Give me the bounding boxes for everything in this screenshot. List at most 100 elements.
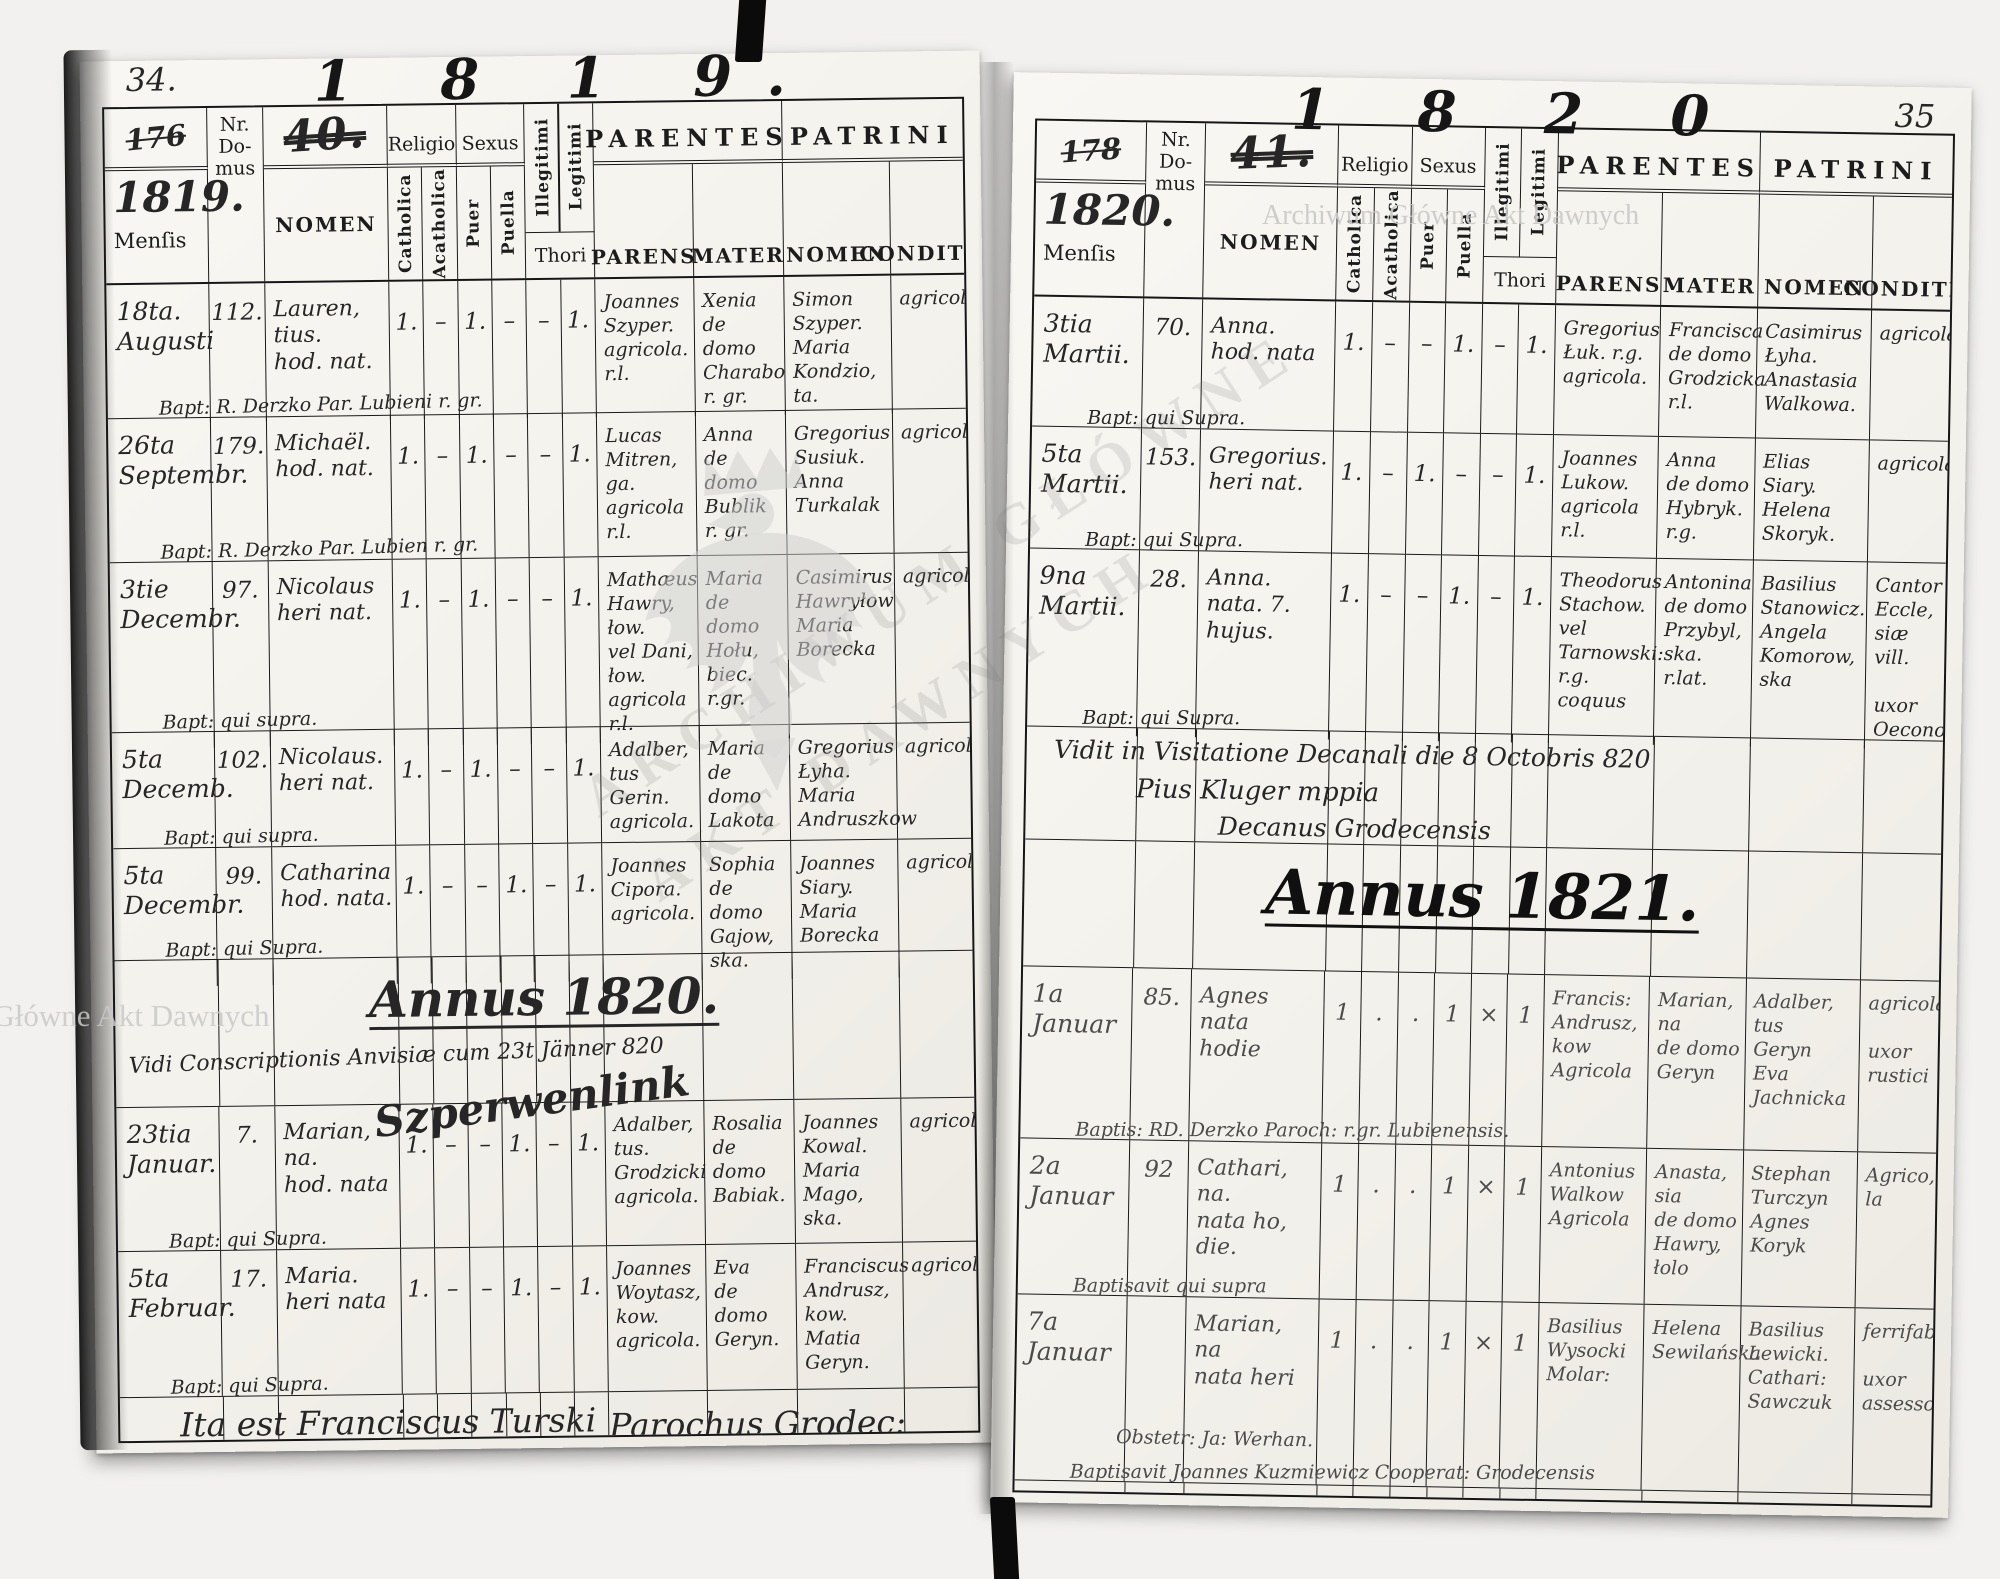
register-row: 9na Martii. 28. Anna. nata. 7. hujus. 1.… — [1026, 548, 1950, 748]
baptism-note: Bapt: qui Supra. — [1082, 707, 1241, 730]
nomen-label: NOMEN — [263, 167, 390, 282]
year-cell: 1819. Menſis — [104, 169, 245, 284]
crossed-number: 178 — [1059, 130, 1123, 170]
register-row: 23tia Januar. 7. Marian, na. hod. nata 1… — [116, 1056, 979, 1253]
name-cell: Marian, na nata heri — [1184, 1297, 1320, 1485]
catholica-label: Catholica — [394, 173, 416, 274]
tick-catholica: 1 — [1316, 1299, 1357, 1485]
acatholica-label: Acatholica — [428, 167, 451, 279]
visitation-line-1: Vidit in Visitatione Decanali die 8 Octo… — [1053, 734, 1651, 774]
tick-catholica: 1 — [1322, 971, 1362, 1144]
date-cell: 7a Januar — [1014, 1294, 1128, 1482]
year-script-right: 1 8 2 0 — [1290, 76, 1744, 151]
baptism-note: Baptisavit Joannes Kuzmiewicz Cooperat: … — [1069, 1460, 1595, 1485]
nomen-crossed-number: 40. — [281, 106, 368, 163]
patrini-cell: Simon Szyper. Maria Kondzio, ta. — [783, 275, 893, 415]
archive-watermark-bottom-left: Archiwum Główne Akt Dawnych — [0, 998, 270, 1033]
register-row: 7a Januar Marian, na nata heri 1 . . 1 ×… — [1014, 1294, 1951, 1496]
bookmark-ribbon-top — [734, 0, 767, 62]
attestation-signature: Ita est Franciscus Turski — [180, 1400, 597, 1442]
right-page: 35 1 8 2 0 178 1820. Menſis Nr. Do- mus … — [990, 72, 1972, 1518]
nr-domus-label: Nr. Do- mus — [1144, 122, 1207, 298]
bookmark-ribbon-bottom — [989, 1497, 1020, 1579]
conditio-cell: Cantor Eccle, siæ vill. uxor Oeconomi. — [1872, 574, 1951, 742]
page-gutter-shadow — [978, 62, 1014, 1514]
tick-puer: . — [1390, 1300, 1430, 1487]
mater-label: MATER — [691, 162, 785, 277]
patrini-cell: Stephan Turczyn Agnes Koryk — [1741, 1150, 1859, 1308]
page-footer-block: Ita est Franciscus Turski Parochus Grode… — [119, 1387, 979, 1442]
eagle-watermark-icon — [645, 447, 878, 792]
puer-cell: Puer — [456, 166, 493, 279]
house-number-cell: 92 — [1127, 1140, 1190, 1297]
register-row: 18ta. Augusti 112. Lauren, tius. hod. na… — [106, 274, 979, 423]
conditio-cell: agricola. — [909, 1109, 979, 1133]
tick-acatholica: . — [1353, 1300, 1394, 1486]
mater-label: MATER — [1661, 192, 1760, 307]
patrini-cell: Franciscus Andrusz, kow. Matia Geryn. — [795, 1242, 909, 1389]
conditio-cell: ferrifaber uxor assessoris — [1861, 1320, 1951, 1416]
register-row: 1a Januar 85. Agnes nata hodie 1 . . 1 ×… — [1020, 966, 1947, 1154]
conditio-cell: agricola uxor rustici — [1867, 992, 1947, 1088]
tick-puella: 1 — [1426, 1301, 1467, 1487]
table-header-left: 176 1819. Menſis Nr. Do- mus 40. NOMEN R… — [104, 98, 981, 286]
name-cell: Agnes nata hodie — [1189, 969, 1326, 1143]
conditio-label: CONDITIO — [859, 240, 981, 267]
sexus-label: Sexus — [455, 104, 526, 167]
religio-label: Religio — [387, 104, 457, 168]
illegitimi-label: Illegitimi — [531, 117, 553, 217]
acatholica-cell: Acatholica — [422, 166, 458, 280]
visitation-note-block: Vidit in Visitatione Decanali die 8 Octo… — [1025, 726, 1943, 855]
tick-puer: . — [1395, 972, 1436, 1145]
tick-acatholica: . — [1359, 972, 1399, 1144]
annus-1821-heading-block: Annus 1821. — [1023, 839, 1942, 982]
register-row: 2a Januar 92 Cathari, na. nata ho, die. … — [1017, 1138, 1937, 1310]
annus-1821-heading: Annus 1821. — [1264, 855, 1700, 936]
conditio-cell: agricola. — [911, 1253, 979, 1277]
patrini-cell: Adalber, tus Geryn Eva Jachnicka — [1743, 978, 1861, 1152]
puer-label: Puer — [463, 198, 485, 248]
year-cell: 1820. Menſis — [1034, 182, 1176, 297]
baptism-note: Baptis: RD. Derzko Paroch: r.gr. Lubiene… — [1075, 1119, 1510, 1143]
page-number-left: 34. — [125, 60, 177, 99]
crossed-number-cell: 176 — [104, 107, 208, 172]
parens-label: PARENS — [591, 164, 697, 278]
page-number-right: 35 — [1894, 96, 1936, 136]
conditio-cell: Agrico, la — [1865, 1164, 1936, 1211]
conditio-cell: agricola — [1877, 452, 1951, 476]
register-row: 5ta Februar. 17. Maria. heri nata 1. – –… — [118, 1241, 979, 1399]
visitation-line-2: Pius Kluger mppia — [1135, 774, 1380, 809]
puella-cell: Puella — [490, 166, 527, 279]
patrini-cell: Basilius Lewicki. Cathari: Sawczuk — [1737, 1306, 1856, 1494]
baptism-note: Baptisavit qui supra — [1072, 1274, 1267, 1298]
patrini-cell: Elias Siary. Helena Skoryk. — [1753, 438, 1870, 562]
nomen-crossed-cell: 40. — [262, 105, 388, 170]
tick-illegitimi: × — [1463, 1301, 1503, 1488]
archive-watermark-top-right: Archiwum Główne Akt Dawnych — [1262, 200, 1640, 231]
baptism-note: Bapt: qui Supra. — [1085, 529, 1244, 552]
house-number-cell — [1124, 1296, 1188, 1483]
patrini-cell: Casimirus Łyha. Anastasia Walkowa. — [1755, 308, 1873, 440]
conditio-cell: agricola. — [899, 286, 979, 310]
table-body-right: 3tia Martii. 70. Anna. hod. nata 1. – – … — [1014, 296, 1951, 1506]
patrini-cell: Basilius Stanowicz. Angela Komorow, ska — [1750, 560, 1868, 748]
attestation-title: Parochus Grodec: — [609, 1402, 907, 1442]
patrini-label: PATRINI — [1759, 132, 1953, 198]
register-table-right: 178 1820. Menſis Nr. Do- mus 41. NOMEN R… — [1012, 118, 1956, 1508]
crossed-number-cell: 178 — [1036, 120, 1148, 185]
legitimi-label: Legitimi — [565, 122, 587, 211]
register-row: 5ta Decembr. 99. Catharina hod. nata. 1.… — [113, 838, 978, 987]
visitation-line-3: Decanus Grodecensis — [1217, 811, 1492, 846]
mensis-label: Menſis — [1042, 241, 1116, 267]
conditio-cell: agricola. — [1879, 322, 1951, 346]
patrini-cell: Joannes Kowal. Maria Mago, ska. — [794, 1098, 903, 1243]
date-cell: 1a Januar — [1020, 966, 1133, 1140]
catholica-cell: Catholica — [387, 167, 424, 280]
thori-label: Thori — [526, 231, 596, 279]
date-cell: 2a Januar — [1017, 1138, 1131, 1296]
tick-legitimi: 1 — [1499, 1302, 1540, 1489]
thori-label: Thori — [1482, 255, 1557, 304]
mensis-label: Menſis — [113, 228, 187, 254]
year-label: 1820. — [1043, 184, 1176, 236]
